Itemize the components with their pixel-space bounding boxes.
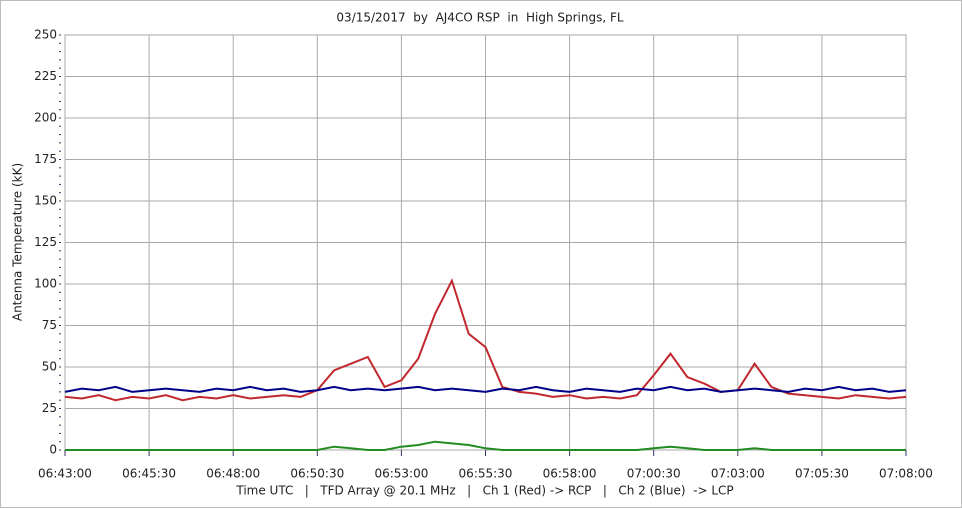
y-tick-label: 50 <box>42 360 57 374</box>
y-tick-label: 200 <box>34 111 57 125</box>
x-tick-label: 06:48:00 <box>206 467 260 481</box>
y-tick-label: 25 <box>42 401 57 415</box>
x-tick-label: 06:55:30 <box>459 467 513 481</box>
x-tick-label: 07:08:00 <box>879 467 933 481</box>
x-tick-label: 06:50:30 <box>290 467 344 481</box>
x-tick-label: 06:58:00 <box>543 467 597 481</box>
y-tick-label: 100 <box>34 277 57 291</box>
y-tick-label: 175 <box>34 152 57 166</box>
series-line <box>65 440 906 451</box>
x-tick-label: 06:53:00 <box>374 467 428 481</box>
x-tick-label: 07:05:30 <box>795 467 849 481</box>
y-tick-label: 125 <box>34 235 57 249</box>
x-tick-label: 06:45:30 <box>122 467 176 481</box>
chart-title: 03/15/2017 by AJ4CO RSP in High Springs,… <box>336 11 623 25</box>
x-tick-label: 06:43:00 <box>38 467 92 481</box>
y-tick-label: 75 <box>42 318 57 332</box>
series-line <box>64 385 907 393</box>
y-tick-label: 225 <box>34 69 57 83</box>
y-tick-label: 0 <box>49 443 57 457</box>
series-line <box>64 278 907 402</box>
y-axis-label: Antenna Temperature (kK) <box>11 163 25 321</box>
y-tick-label: 250 <box>34 28 57 42</box>
x-axis-label: Time UTC | TFD Array @ 20.1 MHz | Ch 1 (… <box>235 484 733 498</box>
x-tick-label: 07:00:30 <box>627 467 681 481</box>
x-tick-label: 07:03:00 <box>711 467 765 481</box>
y-tick-label: 150 <box>34 194 57 208</box>
